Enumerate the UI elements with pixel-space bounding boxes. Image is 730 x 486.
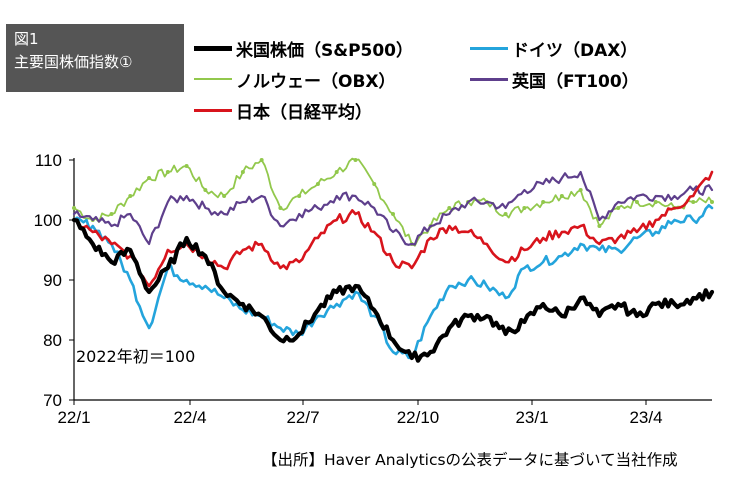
- series-point-obx: [541, 200, 546, 204]
- series-point-obx: [522, 206, 527, 210]
- figure-badge: 図1 主要国株価指数①: [6, 24, 184, 92]
- series-point-obx: [634, 200, 639, 204]
- legend-label-obx: ノルウェー（OBX）: [236, 71, 396, 92]
- legend-swatch-ft100: [470, 77, 508, 81]
- series-point-obx: [559, 194, 564, 198]
- series-point-obx: [128, 194, 133, 198]
- series-line-sp500: [71, 217, 715, 363]
- y-tick-label: 70: [43, 391, 62, 410]
- series-point-obx: [297, 194, 302, 198]
- x-tick-label: 22/1: [57, 408, 90, 427]
- series-point-obx: [109, 212, 114, 216]
- x-tick-label: 22/4: [173, 408, 206, 427]
- series-point-obx: [334, 170, 339, 174]
- series-point-obx: [578, 188, 583, 192]
- legend-label-nikkei: 日本（日経平均）: [236, 102, 372, 123]
- series-point-obx: [315, 182, 320, 186]
- source-note: 【出所】Haver Analyticsの公表データに基づいて当社作成: [262, 451, 678, 469]
- series-point-obx: [165, 170, 170, 174]
- chart-axes: 70 80 90 100 110 22/1 22/4 22/7 22/10 23/1 23/4: [34, 151, 712, 427]
- legend-label-sp500: 米国株価（S&P500）: [236, 40, 414, 61]
- series-point-obx: [710, 200, 714, 204]
- legend-swatch-nikkei: [194, 108, 232, 112]
- figure-number: 図1: [14, 30, 39, 48]
- series-line-dax: [72, 204, 714, 360]
- legend-item-dax: ドイツ（DAX）: [470, 35, 637, 61]
- series-point-obx: [372, 182, 377, 186]
- series-point-obx: [653, 200, 658, 204]
- chart-series-lines: [71, 157, 715, 363]
- series-point-obx: [259, 158, 264, 162]
- series-point-obx: [597, 224, 602, 228]
- y-tick-label: 110: [35, 151, 62, 170]
- series-point-obx: [353, 158, 358, 162]
- x-tick-label: 22/10: [397, 408, 440, 427]
- y-tick-label: 80: [43, 331, 62, 350]
- series-point-obx: [447, 206, 452, 210]
- series-point-obx: [222, 194, 227, 198]
- series-point-obx: [616, 206, 621, 210]
- legend-swatch-dax: [470, 46, 508, 50]
- series-point-obx: [147, 176, 152, 180]
- series-point-obx: [391, 212, 395, 216]
- series-line-nikkei: [72, 170, 714, 288]
- series-point-obx: [691, 200, 696, 204]
- series-point-obx: [503, 212, 508, 216]
- x-tick-label: 23/1: [515, 408, 548, 427]
- baseline-note: 2022年初＝100: [76, 347, 195, 366]
- x-tick-label: 23/4: [629, 408, 662, 427]
- x-tick-label: 22/7: [286, 408, 319, 427]
- legend-label-ft100: 英国（FT100）: [512, 71, 639, 92]
- series-point-obx: [184, 164, 189, 168]
- y-tick-label: 100: [34, 211, 62, 230]
- legend-item-obx: ノルウェー（OBX）: [194, 66, 396, 92]
- series-point-obx: [72, 206, 76, 210]
- series-point-obx: [278, 206, 283, 210]
- series-line-ft100: [72, 170, 714, 246]
- series-point-obx: [203, 188, 208, 192]
- legend-swatch-obx: [194, 78, 232, 80]
- legend-item-nikkei: 日本（日経平均）: [194, 97, 372, 123]
- y-tick-label: 90: [43, 271, 62, 290]
- legend-item-sp500: 米国株価（S&P500）: [194, 35, 413, 61]
- legend-item-ft100: 英国（FT100）: [470, 66, 639, 92]
- legend-label-dax: ドイツ（DAX）: [512, 40, 638, 61]
- figure-title: 主要国株価指数①: [14, 53, 133, 71]
- legend-swatch-sp500: [194, 45, 232, 51]
- series-point-obx: [240, 170, 245, 174]
